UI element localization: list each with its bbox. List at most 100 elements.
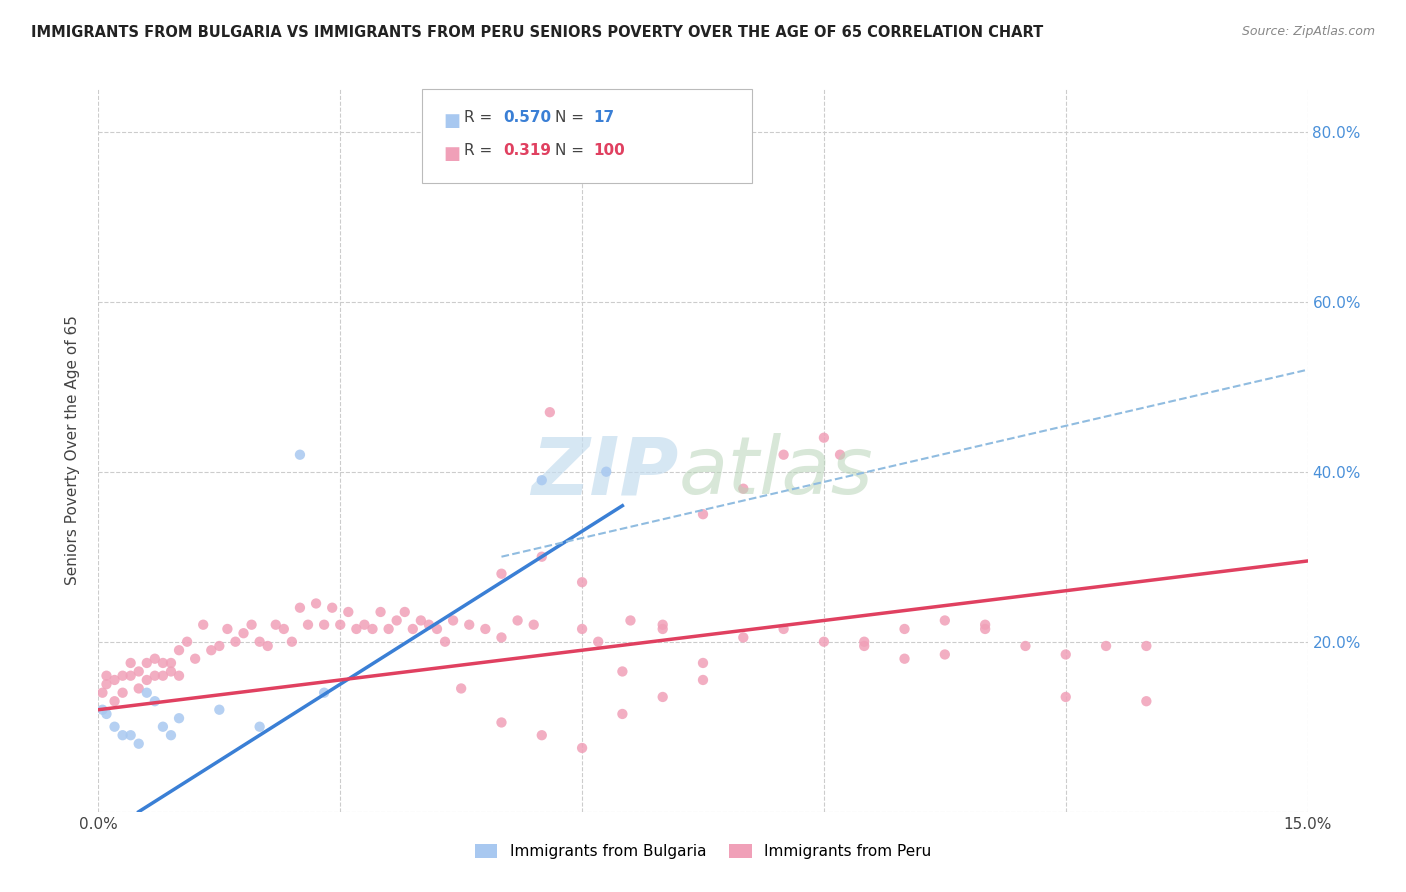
Point (91, 686, 114, 700)
Point (538, 405, 561, 419)
Point (530, 728, 553, 742)
Point (143, 651, 166, 665)
Point (571, 741, 593, 756)
Point (143, 669, 166, 683)
Y-axis label: Seniors Poverty Over the Age of 65: Seniors Poverty Over the Age of 65 (65, 316, 80, 585)
Point (160, 728, 183, 742)
Point (96, 677, 118, 691)
Point (120, 656, 142, 670)
Point (612, 706, 634, 721)
Point (934, 614, 956, 628)
Text: R =: R = (464, 110, 498, 125)
Point (571, 622, 593, 636)
Point (361, 622, 384, 636)
Point (828, 448, 851, 462)
Point (772, 448, 794, 462)
Point (321, 600, 343, 615)
Point (474, 622, 496, 636)
Point (217, 622, 239, 636)
Point (530, 473, 553, 487)
Point (651, 690, 673, 704)
Point (377, 622, 399, 636)
Point (692, 656, 714, 670)
Point (458, 617, 481, 632)
Point (530, 549, 553, 564)
Point (120, 728, 142, 742)
Point (394, 605, 416, 619)
Point (409, 614, 432, 628)
Point (96, 706, 118, 721)
Point (152, 720, 174, 734)
Point (733, 631, 755, 645)
Point (692, 507, 714, 521)
Point (853, 639, 876, 653)
Text: ZIP: ZIP (531, 434, 679, 511)
Point (733, 482, 755, 496)
Point (193, 617, 215, 632)
Point (1054, 648, 1077, 662)
Point (893, 651, 915, 665)
Point (232, 626, 254, 640)
Point (813, 431, 835, 445)
Point (167, 669, 190, 683)
Point (91, 703, 114, 717)
Point (329, 617, 352, 632)
Text: R =: R = (464, 143, 498, 158)
Point (1135, 694, 1157, 708)
Point (893, 622, 915, 636)
Point (224, 634, 246, 648)
Point (273, 622, 295, 636)
Point (1095, 639, 1118, 653)
Point (595, 465, 617, 479)
Point (813, 634, 835, 648)
Point (1135, 639, 1157, 653)
Point (370, 605, 392, 619)
Point (344, 622, 367, 636)
Point (305, 597, 328, 611)
Point (692, 673, 714, 687)
Point (337, 605, 360, 619)
Point (353, 617, 375, 632)
Point (167, 643, 190, 657)
Point (264, 617, 287, 632)
Point (853, 634, 876, 648)
Point (103, 673, 125, 687)
Point (434, 634, 457, 648)
Point (491, 566, 513, 581)
Point (152, 669, 174, 683)
Point (491, 715, 513, 730)
Point (974, 622, 997, 636)
Point (208, 703, 231, 717)
Text: 0.319: 0.319 (503, 143, 551, 158)
Point (111, 686, 134, 700)
Point (314, 686, 336, 700)
Text: Source: ZipAtlas.com: Source: ZipAtlas.com (1241, 25, 1375, 38)
Text: N =: N = (555, 110, 589, 125)
Point (135, 656, 157, 670)
Point (184, 651, 207, 665)
Point (128, 665, 150, 679)
Point (426, 622, 449, 636)
Point (208, 639, 231, 653)
Point (441, 614, 464, 628)
Point (571, 575, 593, 590)
Point (176, 634, 198, 648)
Text: atlas: atlas (679, 434, 873, 511)
Point (612, 665, 634, 679)
Point (491, 631, 513, 645)
Point (297, 617, 319, 632)
Point (103, 694, 125, 708)
Point (1054, 690, 1077, 704)
Point (103, 720, 125, 734)
Point (128, 737, 150, 751)
Point (128, 681, 150, 696)
Text: ■: ■ (443, 145, 460, 162)
Point (523, 617, 546, 632)
Point (506, 614, 529, 628)
Point (160, 656, 183, 670)
Point (418, 617, 440, 632)
Point (314, 617, 336, 632)
Point (974, 617, 997, 632)
Point (240, 617, 263, 632)
Point (152, 656, 174, 670)
